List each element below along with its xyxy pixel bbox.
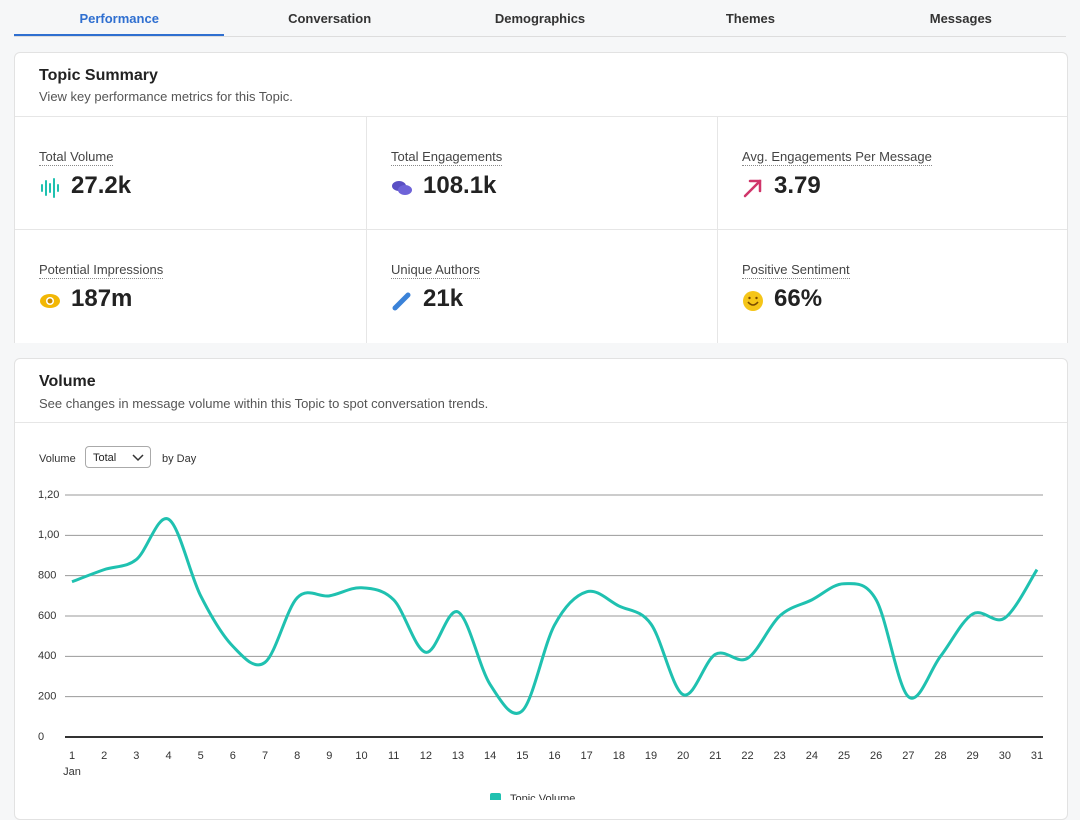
card-subtitle: See changes in message volume within thi… [39,396,489,411]
x-tick-label: 16 [548,750,560,762]
x-tick-label: 21 [709,750,721,762]
card-title: Topic Summary [39,67,158,84]
x-tick-label: 25 [838,750,850,762]
x-tick-label: 28 [934,750,946,762]
x-tick-label: 13 [452,750,464,762]
metric: Positive Sentiment 66% [718,230,1069,343]
chevron [132,454,144,462]
metric: Avg. Engagements Per Message 3.79 [718,117,1069,230]
metric-value: 21k [423,285,464,312]
volume-card: Volume See changes in message volume wit… [14,358,1068,820]
tab-bar: Performance Conversation Demographics Th… [14,0,1066,37]
x-tick-label: 3 [133,750,139,762]
control-label: by Day [162,453,197,465]
tab[interactable]: Messages [929,11,992,26]
y-tick-label: 800 [38,570,56,582]
x-tick-label: 19 [645,750,657,762]
engagement-icon [392,181,412,195]
x-tick-label: 14 [484,750,496,762]
metric: Potential Impressions 187m [15,230,366,343]
legend-label: Topic Volume [510,793,575,800]
metric-label: Potential Impressions [39,262,164,279]
x-tick-label: 20 [677,750,689,762]
metric-value: 187m [71,285,133,312]
y-tick-label: 1,20 [38,489,59,501]
summary-card: Topic Summary View key performance metri… [14,52,1068,343]
metric-label: Unique Authors [391,262,480,279]
smile-icon [743,291,763,311]
legend-swatch [490,793,501,800]
select[interactable]: Total [85,446,151,468]
metric-value: 27.2k [71,172,132,199]
page: Performance Conversation Demographics Th… [14,0,1068,820]
arrow-icon [743,179,762,198]
x-tick-label: 17 [581,750,593,762]
y-tick-label: 400 [38,650,56,662]
x-tick-label: 4 [165,750,171,762]
metric-value: 3.79 [774,172,821,199]
divider [366,116,367,343]
card-subtitle: View key performance metrics for this To… [39,89,293,104]
x-tick-label: 1 [69,750,75,762]
tab[interactable]: Conversation [288,11,372,26]
x-tick-label: 27 [902,750,914,762]
metric-value: 66% [774,285,823,312]
y-tick-label: 0 [38,731,44,743]
divider [15,422,1067,423]
metric-value: 108.1k [423,172,497,199]
x-tick-label: 12 [420,750,432,762]
metric-label: Total Volume [39,149,114,166]
x-tick-label: 29 [967,750,979,762]
x-tick-label: 2 [101,750,107,762]
x-tick-label: 11 [388,750,399,762]
metric: Total Volume 27.2k [15,117,366,230]
y-tick-label: 1,00 [38,529,59,541]
x-tick-label: 5 [198,750,204,762]
x-tick-label: 10 [355,750,367,762]
x-tick-label: 23 [774,750,786,762]
x-tick-label: 15 [516,750,528,762]
select-value: Total [93,452,117,464]
divider [717,116,718,343]
x-tick-label: 6 [230,750,236,762]
metric-label: Positive Sentiment [742,262,850,279]
y-tick-label: 200 [38,691,56,703]
x-tick-label: 22 [741,750,753,762]
x-tick-label: 24 [806,750,818,762]
pencil-icon [392,292,411,311]
x-tick-label: 8 [294,750,300,762]
tab[interactable]: Performance [14,0,225,36]
x-tick-label: 26 [870,750,882,762]
y-tick-label: 600 [38,610,56,622]
divider [15,116,1067,117]
x-tick-label: 30 [999,750,1011,762]
tab[interactable]: Demographics [494,11,586,26]
x-tick-label: 31 [1031,750,1043,762]
x-tick-label: 9 [326,750,332,762]
volume-icon [41,178,59,198]
line-series [71,517,1039,715]
divider [15,229,1067,230]
x-tick-label: 18 [613,750,625,762]
metric: Total Engagements 108.1k [367,117,718,230]
control-label: Volume [39,453,76,465]
x-sublabel: Jan [63,766,81,778]
metric: Unique Authors 21k [367,230,718,343]
x-tick-label: 7 [262,750,268,762]
card-title: Volume [39,373,96,390]
metric-label: Avg. Engagements Per Message [742,149,932,166]
metric-label: Total Engagements [391,149,503,166]
eye-icon [40,294,60,308]
tab[interactable]: Themes [725,11,775,26]
